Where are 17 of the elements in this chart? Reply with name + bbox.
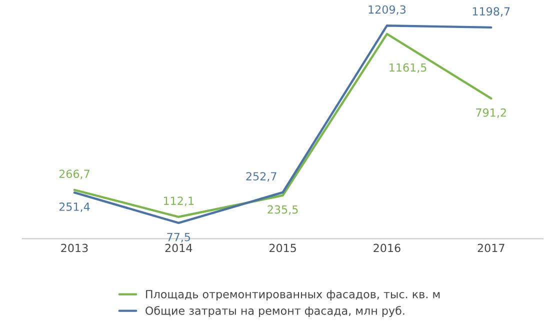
data-label: 1198,7 xyxy=(472,7,510,17)
data-label: 251,4 xyxy=(59,202,90,212)
data-label: 791,2 xyxy=(476,108,506,118)
x-tick-label: 2015 xyxy=(269,244,296,252)
data-label: 77,5 xyxy=(167,232,190,242)
data-label: 235,5 xyxy=(268,205,298,215)
data-label: 112,1 xyxy=(164,196,194,206)
data-label: 1209,3 xyxy=(368,5,406,15)
data-label: 1161,5 xyxy=(390,63,426,73)
data-label: 252,7 xyxy=(246,172,276,182)
x-tick-label: 2016 xyxy=(374,244,400,252)
legend-label: Площадь отремонтированных фасадов, тыс. кв. м xyxy=(146,290,440,300)
legend-label: Общие затраты на ремонт фасада, млн руб. xyxy=(146,306,404,317)
x-tick-label: 2013 xyxy=(61,244,88,252)
x-tick-label: 2014 xyxy=(165,244,192,252)
x-tick-label: 2017 xyxy=(478,244,504,252)
data-label: 266,7 xyxy=(59,170,90,180)
